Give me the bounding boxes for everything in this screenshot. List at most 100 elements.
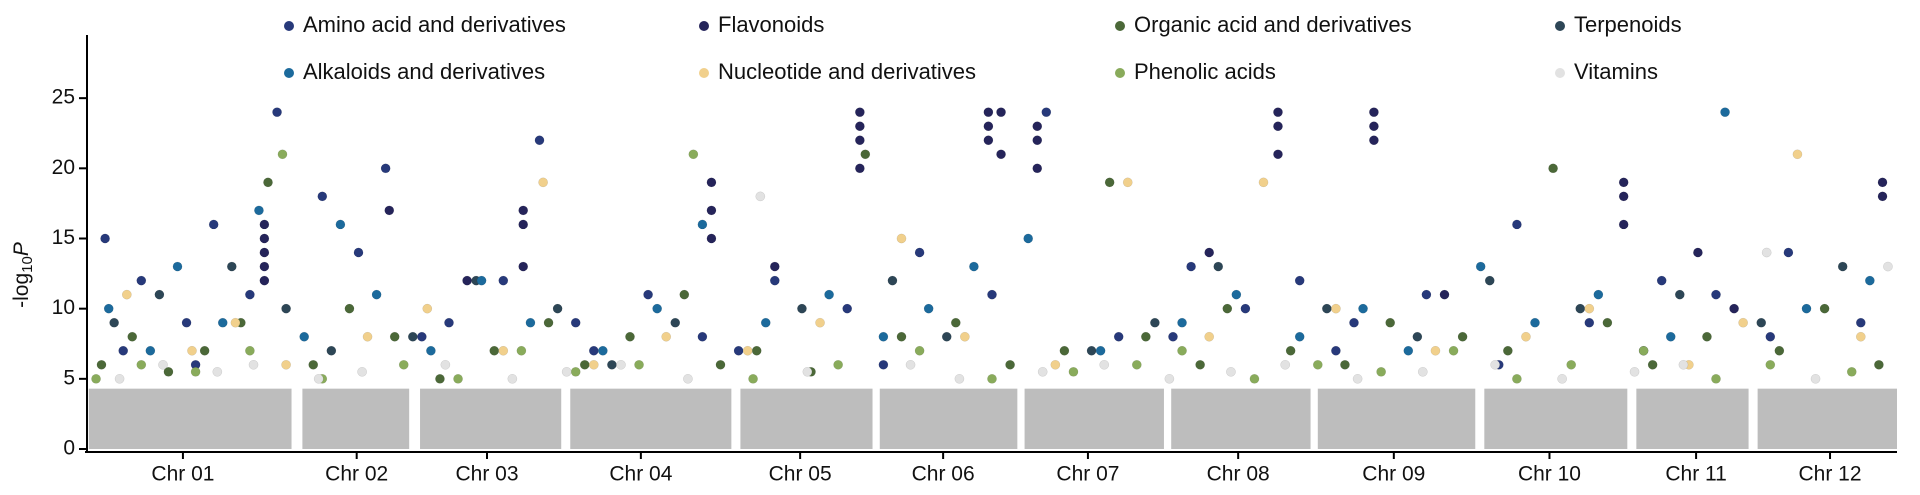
data-point: [272, 107, 282, 118]
data-point: [1131, 359, 1142, 370]
data-point: [1602, 317, 1613, 328]
data-point: [1765, 331, 1776, 342]
data-point: [389, 331, 400, 342]
data-point: [362, 331, 373, 342]
data-point: [1249, 373, 1260, 384]
data-point: [259, 219, 270, 230]
data-point: [815, 317, 825, 328]
data-point: [1177, 345, 1187, 356]
data-point: [751, 345, 762, 356]
data-point: [1774, 345, 1785, 356]
data-point: [1273, 121, 1283, 132]
data-point: [259, 247, 270, 258]
data-point: [1023, 233, 1034, 244]
x-tick-label: Chr 10: [1518, 463, 1581, 486]
data-point: [145, 345, 156, 356]
legend-marker: [1555, 21, 1565, 31]
data-point: [552, 303, 563, 314]
background-band: [420, 388, 562, 449]
data-point: [1141, 331, 1151, 342]
data-point: [299, 331, 310, 342]
data-point: [1050, 359, 1061, 370]
data-point: [570, 366, 581, 377]
data-point: [516, 345, 527, 356]
data-point: [914, 247, 925, 258]
data-point: [987, 373, 997, 384]
data-point: [426, 345, 436, 356]
data-point: [1638, 345, 1649, 356]
data-point: [230, 317, 241, 328]
data-point: [1855, 317, 1866, 328]
data-point: [987, 289, 997, 300]
data-point: [1584, 303, 1595, 314]
data-point: [715, 359, 726, 370]
data-point: [1104, 177, 1115, 188]
data-point: [1521, 331, 1531, 342]
legend-label: Vitamins: [1574, 59, 1658, 84]
data-point: [607, 359, 617, 370]
data-point: [755, 191, 766, 202]
data-point: [181, 317, 192, 328]
data-point: [769, 275, 780, 286]
data-point: [326, 345, 337, 356]
data-point: [1548, 163, 1558, 174]
data-point: [518, 205, 529, 216]
legend-marker: [284, 68, 294, 78]
data-point: [1865, 275, 1875, 286]
data-point: [1584, 317, 1595, 328]
data-point: [1618, 219, 1629, 230]
legend-label: Terpenoids: [1574, 12, 1682, 37]
data-point: [281, 359, 291, 370]
data-point: [706, 233, 717, 244]
data-point: [1369, 107, 1379, 118]
data-point: [217, 317, 228, 328]
data-point: [748, 373, 758, 384]
data-point: [208, 219, 219, 230]
data-point: [1711, 289, 1721, 300]
data-point: [896, 233, 907, 244]
data-point: [1729, 303, 1739, 314]
data-point: [1032, 163, 1043, 174]
data-point: [507, 373, 518, 384]
legend-label: Organic acid and derivatives: [1134, 12, 1412, 37]
data-point: [518, 261, 529, 272]
data-point: [172, 261, 183, 272]
data-point: [1331, 303, 1341, 314]
data-point: [1530, 317, 1540, 328]
data-point: [154, 289, 165, 300]
data-point: [453, 373, 463, 384]
data-point: [1376, 366, 1387, 377]
x-tick-label: Chr 04: [609, 463, 672, 486]
data-point: [313, 373, 324, 384]
background-band: [1484, 388, 1628, 449]
x-tick-label: Chr 09: [1362, 463, 1425, 486]
data-point: [259, 261, 270, 272]
data-point: [1678, 359, 1689, 370]
data-point: [489, 345, 500, 356]
data-point: [1430, 345, 1441, 356]
data-point: [588, 345, 599, 356]
legend-marker: [1555, 68, 1565, 78]
data-point: [1213, 261, 1224, 272]
y-axis-title: -log10P: [10, 242, 36, 308]
data-point: [317, 191, 328, 202]
data-point: [1711, 373, 1721, 384]
data-point: [96, 359, 107, 370]
data-point: [118, 345, 129, 356]
data-point: [1005, 359, 1015, 370]
background-band: [302, 388, 410, 449]
data-point: [1412, 331, 1423, 342]
data-point: [950, 317, 961, 328]
x-tick-label: Chr 12: [1799, 463, 1862, 486]
data-point: [226, 261, 237, 272]
data-point: [1439, 289, 1450, 300]
data-point: [435, 373, 445, 384]
data-point: [983, 121, 994, 132]
data-point: [1593, 289, 1604, 300]
data-point: [588, 359, 599, 370]
data-point: [860, 149, 871, 160]
data-point: [1322, 303, 1332, 314]
data-point: [1352, 373, 1363, 384]
data-point: [1168, 331, 1178, 342]
data-point: [1369, 135, 1379, 146]
